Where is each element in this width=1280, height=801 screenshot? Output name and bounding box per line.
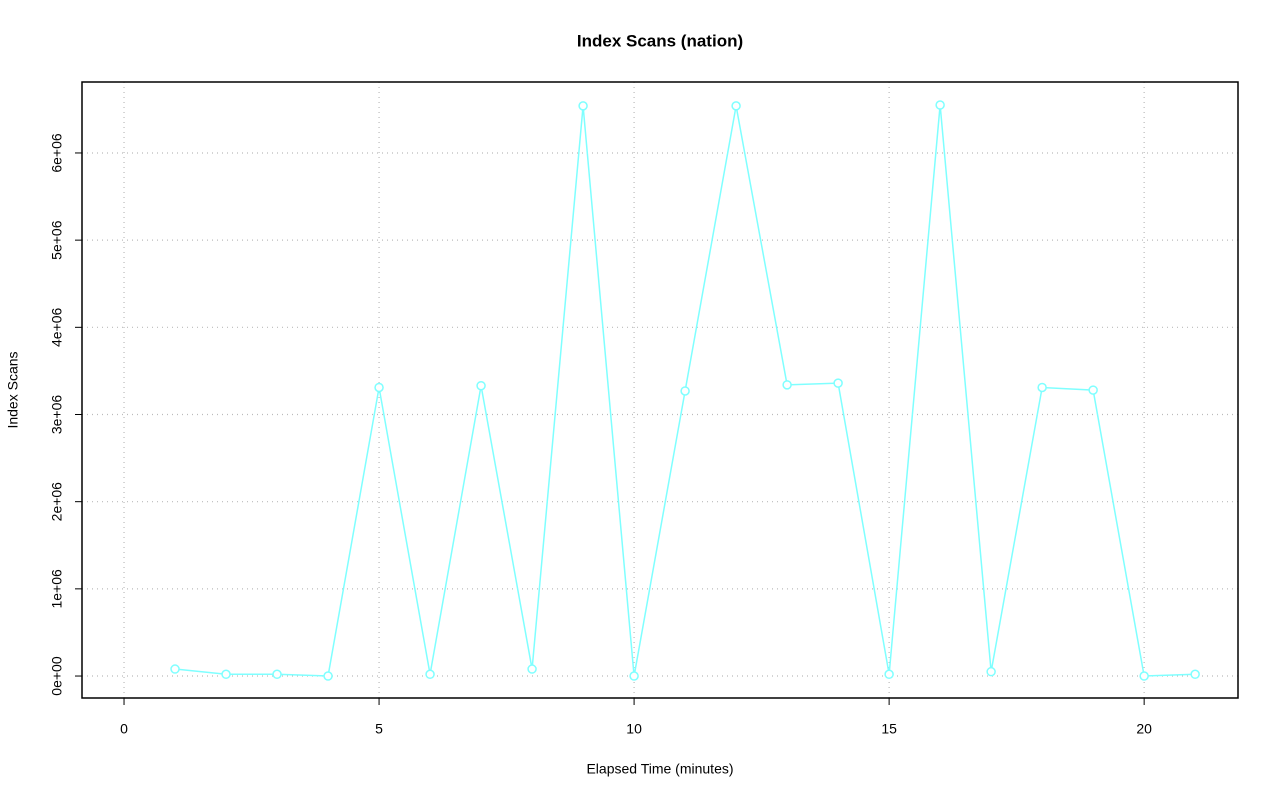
x-tick-label: 15 — [881, 721, 897, 737]
data-point — [935, 100, 945, 110]
data-point — [1139, 671, 1149, 681]
data-point — [272, 669, 282, 680]
data-point — [425, 669, 435, 680]
y-tick-label: 5e+06 — [49, 220, 65, 260]
data-point — [1037, 382, 1047, 393]
data-point — [170, 664, 180, 674]
data-point — [833, 378, 843, 388]
data-point — [629, 671, 639, 681]
y-tick-label: 2e+06 — [49, 482, 65, 522]
y-tick-label: 4e+06 — [49, 307, 65, 347]
x-tick-label: 5 — [375, 721, 383, 737]
x-tick-label: 0 — [120, 721, 128, 737]
data-point — [527, 664, 537, 674]
x-axis-label: Elapsed Time (minutes) — [586, 761, 733, 777]
chart-title: Index Scans (nation) — [577, 31, 743, 50]
data-point — [323, 671, 333, 681]
y-tick-label: 3e+06 — [49, 395, 65, 435]
data-point — [731, 101, 741, 111]
x-tick-label: 10 — [626, 721, 642, 737]
data-point — [221, 669, 231, 680]
data-point — [578, 101, 588, 111]
x-tick-label: 20 — [1136, 721, 1152, 737]
data-point — [986, 666, 996, 677]
data-point — [374, 382, 384, 393]
y-tick-label: 1e+06 — [49, 569, 65, 609]
data-point — [680, 386, 690, 396]
y-tick-label: 0e+00 — [49, 656, 65, 696]
plot-frame — [81, 81, 1239, 699]
data-point — [884, 669, 894, 680]
data-point — [476, 380, 486, 391]
data-point — [1088, 385, 1098, 395]
data-point — [782, 380, 792, 390]
data-point — [1190, 669, 1200, 680]
y-tick-label: 6e+06 — [49, 133, 65, 173]
y-axis-label: Index Scans — [5, 351, 21, 428]
